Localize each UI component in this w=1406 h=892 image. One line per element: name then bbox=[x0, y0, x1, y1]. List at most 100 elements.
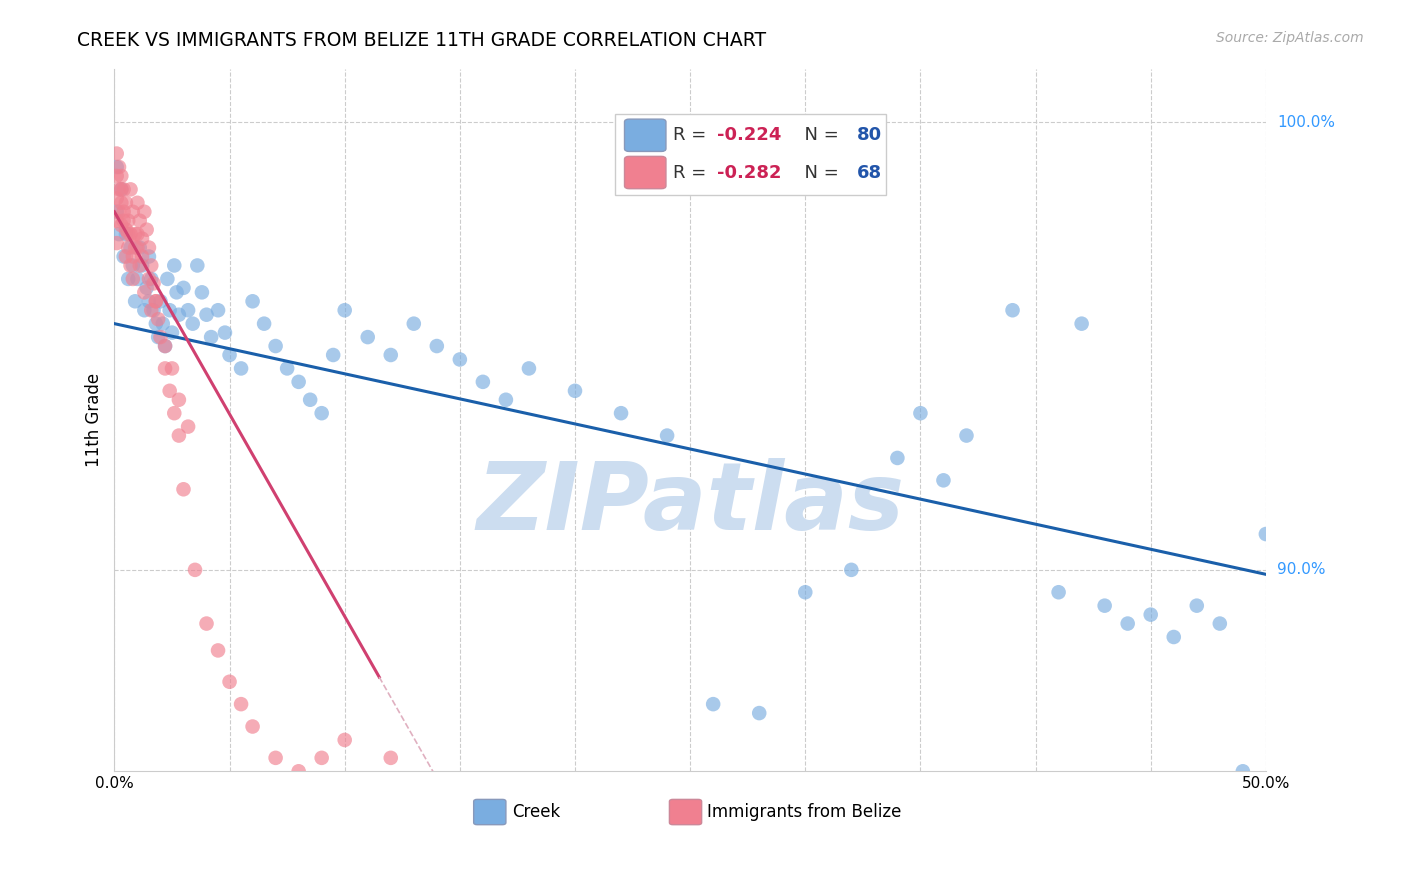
Point bbox=[402, 317, 425, 331]
Point bbox=[218, 348, 240, 362]
Point bbox=[287, 764, 309, 779]
Point bbox=[138, 272, 160, 286]
Point bbox=[145, 317, 167, 331]
Point bbox=[105, 169, 128, 183]
Point bbox=[218, 674, 240, 689]
Text: Immigrants from Belize: Immigrants from Belize bbox=[707, 803, 901, 821]
Point bbox=[159, 303, 181, 318]
Point bbox=[120, 227, 142, 241]
Point bbox=[145, 294, 167, 309]
Point bbox=[127, 195, 149, 210]
Y-axis label: 11th Grade: 11th Grade bbox=[86, 373, 103, 467]
Point bbox=[149, 294, 172, 309]
Point bbox=[134, 204, 156, 219]
Point bbox=[173, 483, 195, 497]
Point bbox=[1139, 607, 1161, 622]
Point bbox=[1185, 599, 1208, 613]
Point bbox=[610, 406, 633, 420]
Point bbox=[242, 719, 264, 733]
Point bbox=[166, 285, 188, 300]
Point bbox=[105, 146, 128, 161]
Point bbox=[142, 303, 165, 318]
Point bbox=[264, 751, 287, 765]
Point bbox=[120, 182, 142, 196]
Point bbox=[517, 361, 540, 376]
Point bbox=[186, 259, 208, 273]
Point bbox=[311, 406, 333, 420]
Point bbox=[146, 330, 169, 344]
Point bbox=[127, 227, 149, 241]
Point bbox=[121, 204, 143, 219]
Point bbox=[138, 250, 160, 264]
Point bbox=[955, 428, 977, 442]
Text: 68: 68 bbox=[858, 163, 882, 182]
Point bbox=[1209, 616, 1232, 631]
Point bbox=[128, 213, 150, 227]
Point bbox=[159, 384, 181, 398]
Point bbox=[156, 272, 179, 286]
Point bbox=[115, 195, 138, 210]
Point bbox=[207, 303, 229, 318]
Point bbox=[120, 259, 142, 273]
Point bbox=[380, 751, 402, 765]
Point bbox=[160, 361, 183, 376]
Point bbox=[177, 419, 200, 434]
Point bbox=[449, 352, 471, 367]
Point bbox=[910, 406, 932, 420]
Point bbox=[253, 317, 276, 331]
Point bbox=[229, 697, 252, 711]
Point bbox=[138, 294, 160, 309]
Text: -0.282: -0.282 bbox=[717, 163, 782, 182]
Point bbox=[1116, 616, 1139, 631]
Point bbox=[242, 294, 264, 309]
Point bbox=[121, 272, 143, 286]
Point bbox=[124, 294, 146, 309]
Point bbox=[1094, 599, 1116, 613]
Point bbox=[124, 241, 146, 255]
Point bbox=[195, 308, 218, 322]
Point bbox=[115, 250, 138, 264]
Point bbox=[141, 272, 163, 286]
Point bbox=[108, 204, 131, 219]
Text: Source: ZipAtlas.com: Source: ZipAtlas.com bbox=[1216, 31, 1364, 45]
Point bbox=[112, 250, 135, 264]
Point bbox=[112, 182, 135, 196]
Point bbox=[108, 182, 131, 196]
Point bbox=[115, 227, 138, 241]
Point bbox=[110, 182, 132, 196]
FancyBboxPatch shape bbox=[669, 799, 702, 825]
FancyBboxPatch shape bbox=[616, 114, 886, 195]
Point bbox=[167, 308, 190, 322]
Point bbox=[141, 303, 163, 318]
Point bbox=[153, 339, 176, 353]
Point bbox=[264, 339, 287, 353]
Text: 80: 80 bbox=[858, 127, 882, 145]
Text: N =: N = bbox=[793, 163, 844, 182]
Point bbox=[495, 392, 517, 407]
Point bbox=[311, 751, 333, 765]
Point bbox=[142, 277, 165, 291]
Text: R =: R = bbox=[673, 127, 711, 145]
Point bbox=[163, 259, 186, 273]
Point bbox=[146, 312, 169, 326]
Point bbox=[131, 250, 153, 264]
Point bbox=[1163, 630, 1185, 644]
Point bbox=[276, 361, 298, 376]
Point bbox=[153, 361, 176, 376]
Point bbox=[105, 204, 128, 219]
Point bbox=[112, 204, 135, 219]
Point bbox=[135, 281, 157, 295]
Point bbox=[163, 406, 186, 420]
Point bbox=[127, 272, 149, 286]
Point bbox=[333, 733, 356, 747]
Point bbox=[214, 326, 236, 340]
Point bbox=[794, 585, 817, 599]
Point bbox=[181, 317, 204, 331]
Point bbox=[105, 191, 128, 205]
Point bbox=[564, 384, 586, 398]
Point bbox=[112, 213, 135, 227]
Point bbox=[117, 227, 139, 241]
Point bbox=[105, 236, 128, 251]
Text: 90.0%: 90.0% bbox=[1278, 562, 1326, 577]
Point bbox=[110, 169, 132, 183]
